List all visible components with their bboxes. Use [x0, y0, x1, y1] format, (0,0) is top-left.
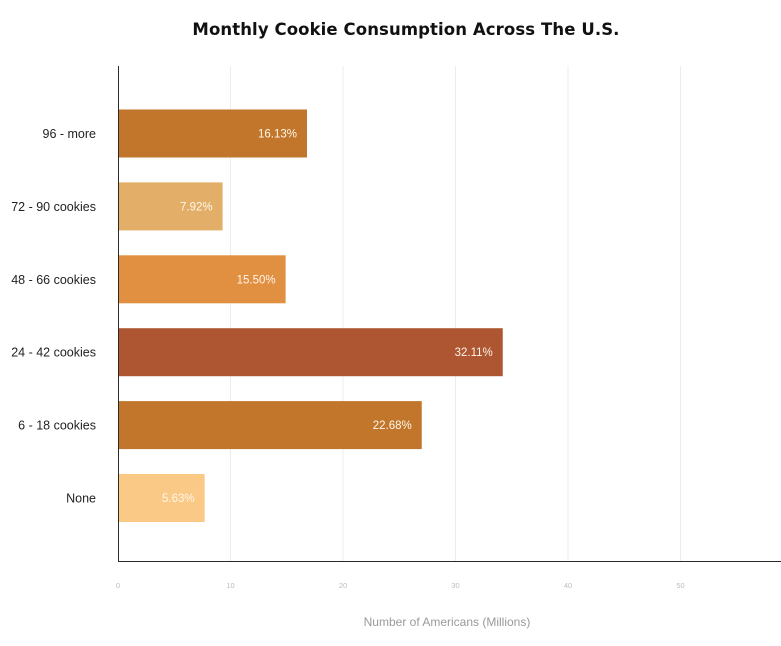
data-label: 5.63% [162, 493, 195, 505]
labels: 0 10 20 30 40 50 96 - more 16.13% 72 - 90 cookie… [11, 127, 684, 590]
data-label: 32.11% [455, 347, 493, 359]
x-axis-title: Number of Americans (Millions) [364, 615, 531, 629]
x-tick-label: 0 [116, 581, 120, 590]
bar-3 [118, 328, 503, 377]
category-label: None [66, 492, 96, 506]
category-label: 72 - 90 cookies [11, 200, 96, 214]
bars [118, 109, 503, 522]
x-tick-label: 50 [676, 581, 684, 590]
x-tick-label: 30 [451, 581, 459, 590]
data-label: 7.92% [180, 201, 213, 213]
x-tick-label: 40 [564, 581, 572, 590]
category-label: 6 - 18 cookies [18, 419, 96, 433]
gridlines [230, 66, 681, 561]
bar-2 [118, 255, 286, 304]
axes [118, 66, 781, 562]
chart-title: Monthly Cookie Consumption Across The U.… [192, 20, 620, 39]
category-label: 96 - more [43, 127, 97, 141]
bar-5 [118, 474, 205, 522]
bar-4 [118, 401, 422, 450]
x-tick-label: 20 [339, 581, 347, 590]
x-tick-label: 10 [226, 581, 234, 590]
category-label: 48 - 66 cookies [11, 273, 96, 287]
bar-1 [118, 182, 223, 231]
bar-0 [118, 109, 307, 158]
category-label: 24 - 42 cookies [11, 346, 96, 360]
data-label: 16.13% [258, 129, 297, 141]
data-label: 15.50% [237, 274, 276, 286]
data-label: 22.68% [373, 420, 412, 432]
